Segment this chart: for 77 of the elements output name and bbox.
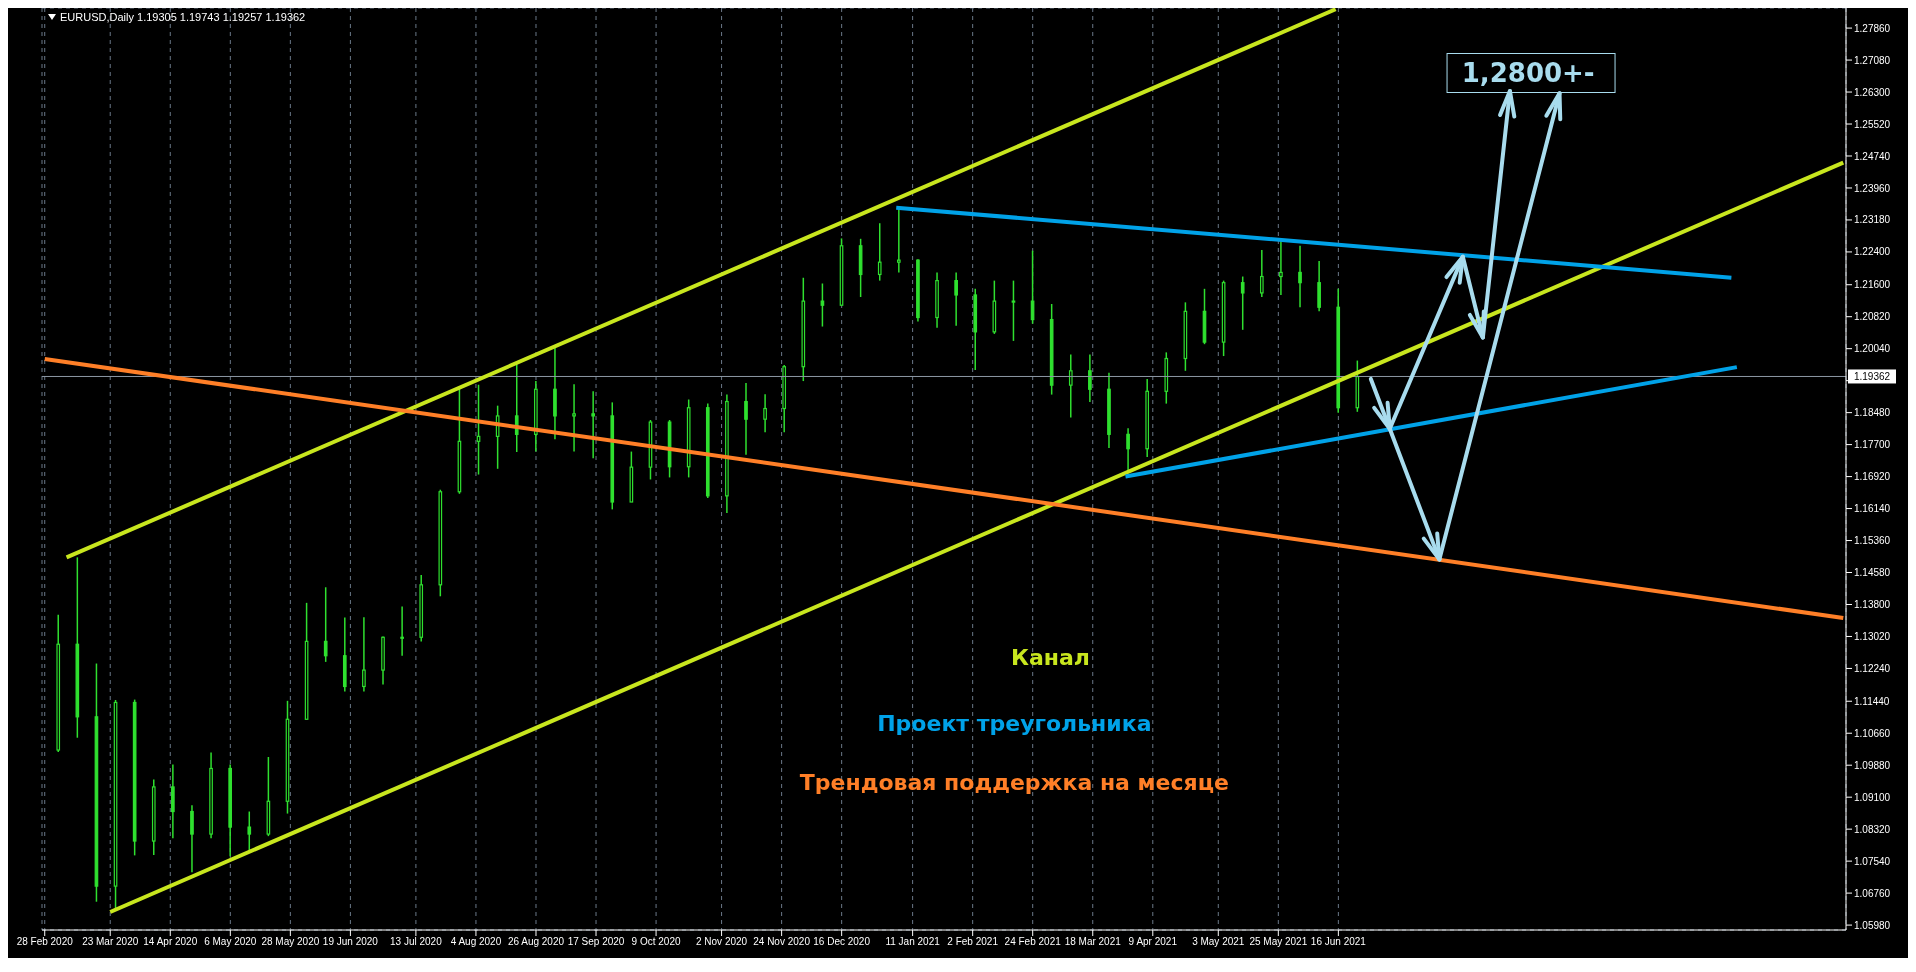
x-tick-label: 24 Nov 2020 (753, 936, 811, 948)
y-tick-label: 1.27080 (1854, 54, 1891, 66)
x-tick-label: 9 Oct 2020 (631, 936, 681, 948)
y-tick-label: 1.26300 (1854, 86, 1891, 98)
y-tick-label: 1.25520 (1854, 118, 1891, 130)
x-tick-label: 19 Jun 2020 (322, 936, 379, 948)
y-tick-label: 1.16140 (1854, 503, 1891, 515)
ref-line-label: 1.19362 (1853, 371, 1891, 383)
y-tick-label: 1.16920 (1854, 471, 1891, 483)
annotation: Трендовая поддержка на месяце (799, 769, 1229, 795)
y-tick-label: 1.13020 (1854, 631, 1891, 643)
y-tick-label: 1.21600 (1854, 279, 1891, 291)
candlestick (591, 390, 595, 459)
y-tick-label: 1.13800 (1854, 599, 1891, 611)
candlestick (1011, 279, 1016, 342)
y-tick-label: 1.15360 (1854, 535, 1891, 547)
candlestick (820, 282, 825, 328)
y-tick-label: 1.24740 (1854, 150, 1891, 162)
candlestick (323, 586, 328, 663)
candlestick (1298, 245, 1302, 309)
x-tick-label: 13 Jul 2020 (390, 936, 443, 948)
candlestick (362, 616, 366, 693)
x-tick-label: 6 May 2020 (204, 936, 257, 948)
x-tick-label: 3 May 2021 (1192, 936, 1245, 948)
candlestick (190, 804, 194, 873)
y-tick-label: 1.11440 (1854, 695, 1890, 707)
candlestick (572, 383, 576, 453)
y-tick-label: 1.20040 (1854, 343, 1891, 355)
y-tick-label: 1.14580 (1854, 567, 1891, 579)
candlestick (495, 404, 500, 470)
x-tick-label: 28 May 2020 (261, 936, 320, 948)
candlestick (877, 222, 882, 282)
y-tick-label: 1.10660 (1854, 727, 1891, 739)
x-tick-label: 24 Feb 2021 (1004, 936, 1062, 948)
candlestick (400, 605, 404, 657)
y-tick-label: 1.12240 (1854, 663, 1891, 674)
y-tick-label: 1.07540 (1854, 855, 1891, 867)
candlestick (1259, 249, 1264, 298)
y-tick-label: 1.06760 (1854, 887, 1891, 899)
chart-title: EURUSD,Daily 1.19305 1.19743 1.19257 1.19362 (60, 11, 306, 23)
y-tick-label: 1.09880 (1854, 759, 1891, 771)
x-tick-label: 2 Feb 2021 (947, 936, 999, 948)
y-tick-label: 1.22400 (1854, 246, 1891, 258)
y-tick-label: 1.27860 (1854, 22, 1891, 34)
candlestick (1126, 427, 1130, 473)
x-tick-label: 18 Mar 2021 (1064, 936, 1122, 948)
y-tick-label: 1.23960 (1854, 182, 1891, 194)
y-tick-label: 1.08320 (1854, 823, 1891, 835)
y-tick-label: 1.23180 (1854, 214, 1891, 226)
x-tick-label: 16 Dec 2020 (813, 936, 871, 948)
x-tick-label: 17 Sep 2020 (567, 936, 625, 948)
x-tick-label: 25 May 2021 (1249, 936, 1308, 948)
x-tick-label: 28 Feb 2020 (16, 936, 74, 948)
x-tick-label: 14 Apr 2020 (143, 936, 198, 948)
y-tick-label: 1.17700 (1854, 439, 1891, 451)
x-tick-label: 16 Jun 2021 (1310, 936, 1367, 948)
x-tick-label: 2 Nov 2020 (695, 936, 748, 948)
x-tick-label: 26 Aug 2020 (507, 936, 565, 948)
y-tick-label: 1.20820 (1854, 311, 1891, 323)
candlestick (1068, 353, 1073, 419)
candlestick (1240, 275, 1245, 331)
y-tick-label: 1.18480 (1854, 407, 1891, 419)
candlestick (1088, 353, 1092, 403)
x-tick-label: 9 Apr 2021 (1128, 936, 1178, 948)
candlestick (763, 393, 767, 434)
candlestick (744, 382, 748, 456)
y-tick-label: 1.09100 (1854, 791, 1891, 803)
x-tick-label: 23 Mar 2020 (82, 936, 139, 948)
x-tick-label: 11 Jan 2021 (885, 936, 941, 948)
candlestick (954, 271, 958, 327)
candlestick (514, 363, 519, 453)
candlestick (1279, 240, 1283, 296)
annotation: Канал (1010, 644, 1090, 670)
x-tick-label: 4 Aug 2020 (450, 936, 502, 948)
annotation: 1,2800+- (1446, 53, 1616, 94)
y-tick-label: 1.05980 (1854, 919, 1891, 931)
annotation: Проект треугольника (877, 710, 1152, 736)
